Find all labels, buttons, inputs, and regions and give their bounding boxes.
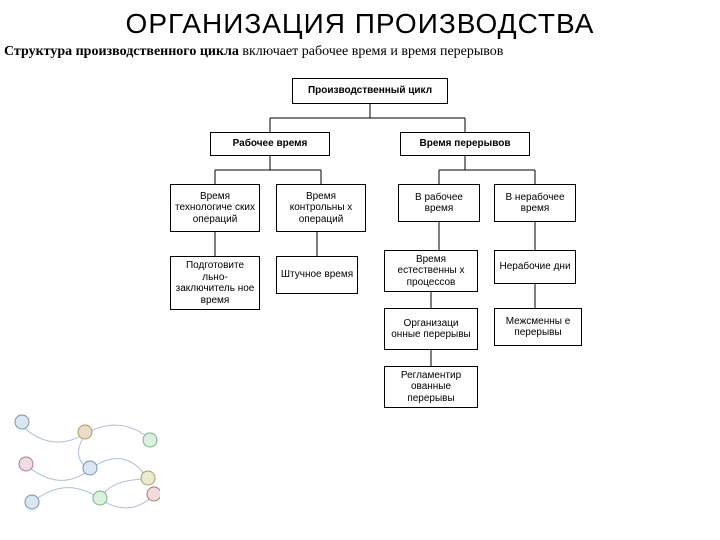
org-chart-diagram: Производственный цикл Рабочее время Врем… — [0, 60, 720, 520]
node-nowork: В нерабочее время — [494, 184, 576, 222]
node-ctrl: Время контрольны х операций — [276, 184, 366, 232]
node-work: Рабочее время — [210, 132, 330, 156]
page-title: ОРГАНИЗАЦИЯ ПРОИЗВОДСТВА — [0, 0, 720, 40]
subtitle-rest: включает рабочее время и время перерывов — [239, 44, 504, 59]
node-nwdays: Нерабочие дни — [494, 250, 576, 284]
node-shift: Межсменны е перерывы — [494, 308, 582, 346]
node-prep: Подготовите льно-заключитель ное время — [170, 256, 260, 310]
node-piece: Штучное время — [276, 256, 358, 294]
node-regl: Регламентир ованные перерывы — [384, 366, 478, 408]
node-break: Время перерывов — [400, 132, 530, 156]
node-nat: Время естественны х процессов — [384, 250, 478, 292]
node-orgbr: Организаци онные перерывы — [384, 308, 478, 350]
subtitle: Структура производственного цикла включа… — [0, 40, 720, 60]
subtitle-bold: Структура производственного цикла — [4, 44, 239, 59]
decorative-network-icon — [10, 404, 160, 514]
node-tech: Время технологиче ских операций — [170, 184, 260, 232]
node-root: Производственный цикл — [292, 78, 448, 104]
node-inwork: В рабочее время — [398, 184, 480, 222]
